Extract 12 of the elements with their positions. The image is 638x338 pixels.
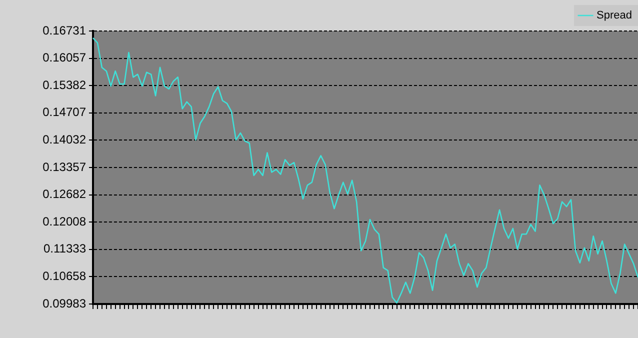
- y-tick-label: 0.11333: [44, 242, 86, 256]
- y-tick-label: 0.09983: [42, 296, 86, 310]
- y-tick-label: 0.15382: [42, 78, 86, 92]
- y-tick-label: 0.12682: [42, 187, 86, 202]
- y-tick-label: 0.16057: [42, 50, 86, 65]
- legend-label: Spread: [596, 10, 632, 22]
- y-tick-label: 0.10658: [42, 269, 86, 284]
- y-tick-label: 0.12008: [42, 214, 86, 228]
- y-tick-label: 0.14707: [42, 105, 86, 120]
- y-tick-label: 0.14032: [42, 132, 86, 147]
- y-tick-label: 0.13357: [42, 160, 86, 174]
- y-tick-label: 0.16731: [42, 23, 86, 38]
